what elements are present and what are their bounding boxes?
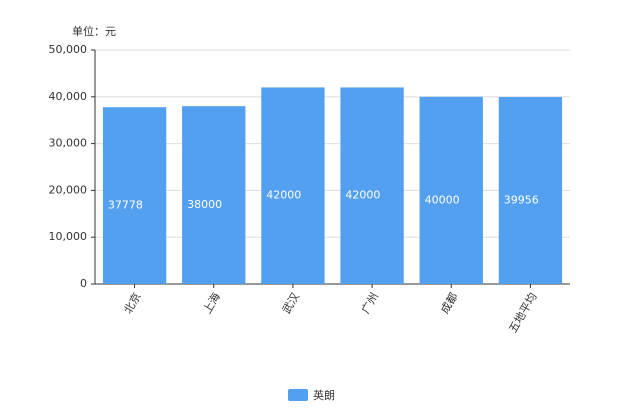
x-tick-label: 上海 bbox=[200, 290, 223, 316]
value-label: 42000 bbox=[345, 189, 380, 202]
y-tick-label: 50,000 bbox=[49, 43, 88, 56]
x-tick-label: 武汉 bbox=[280, 291, 302, 317]
value-label: 37778 bbox=[108, 199, 143, 212]
value-label: 38000 bbox=[187, 198, 222, 211]
y-tick-label: 0 bbox=[80, 277, 87, 290]
bar bbox=[102, 107, 167, 284]
y-axis-label: 单位：元 bbox=[72, 24, 116, 38]
bar bbox=[419, 96, 483, 284]
y-tick-label: 40,000 bbox=[49, 90, 88, 103]
value-label: 39956 bbox=[504, 194, 539, 207]
bar bbox=[182, 106, 246, 284]
value-label: 40000 bbox=[425, 193, 460, 206]
y-tick-label: 20,000 bbox=[49, 183, 88, 196]
value-label: 42000 bbox=[266, 189, 301, 202]
x-tick-label: 成都 bbox=[438, 291, 460, 317]
x-tick-label: 北京 bbox=[121, 290, 144, 316]
legend-swatch bbox=[288, 389, 308, 401]
bar bbox=[340, 87, 404, 284]
y-tick-label: 30,000 bbox=[49, 137, 88, 150]
legend-label: 英朗 bbox=[313, 388, 335, 402]
bar bbox=[261, 87, 325, 284]
bar bbox=[498, 97, 563, 284]
x-tick-label: 五地平均 bbox=[506, 291, 539, 336]
y-tick-label: 10,000 bbox=[49, 230, 88, 243]
x-tick-label: 广州 bbox=[359, 291, 381, 317]
